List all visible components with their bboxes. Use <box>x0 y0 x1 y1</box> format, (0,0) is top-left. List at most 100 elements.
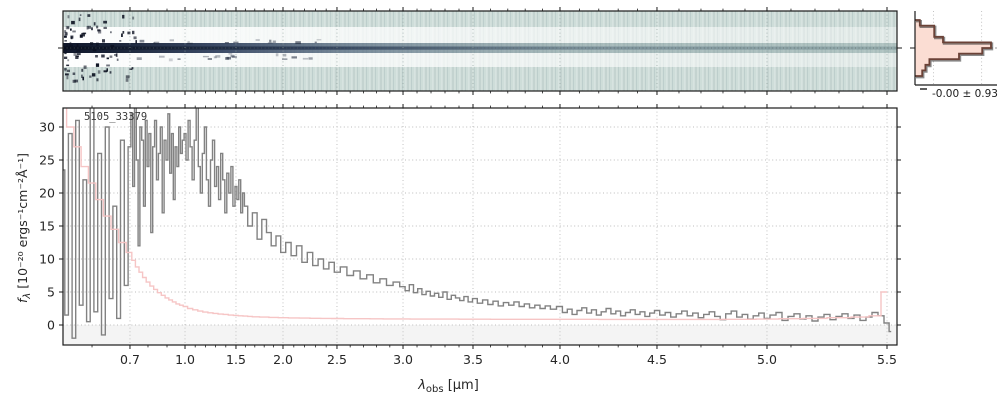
heatmap-speckle <box>72 30 76 33</box>
heatmap-speckle <box>136 57 142 60</box>
heatmap-speckle <box>76 53 81 56</box>
x-axis-unit: [μm] <box>443 378 479 393</box>
heatmap-speckle <box>109 71 112 74</box>
heatmap-speckle <box>64 30 67 33</box>
heatmap-speckle <box>78 17 81 22</box>
heatmap-speckle <box>72 72 76 75</box>
residual-histogram-panel <box>910 11 997 90</box>
heatmap-speckle <box>96 25 99 29</box>
x-tick-label: 1.5 <box>226 352 246 367</box>
heatmap-speckle <box>168 58 173 62</box>
heatmap-speckle <box>69 41 72 44</box>
heatmap-speckle <box>65 32 68 36</box>
heatmap-speckle <box>132 16 135 20</box>
heatmap-speckle <box>66 69 70 72</box>
x-axis-subscript: obs <box>425 384 444 395</box>
heatmap-speckle <box>316 39 322 41</box>
heatmap-speckle <box>92 48 97 52</box>
heatmap-speckle <box>74 79 78 83</box>
y-tick-label: 15 <box>39 219 55 234</box>
heatmap-speckle <box>125 75 130 79</box>
heatmap-speckle <box>81 32 85 37</box>
heatmap-speckle <box>90 42 94 46</box>
heatmap-speckle <box>66 44 68 48</box>
heatmap-speckle <box>225 57 229 60</box>
y-tick-label: 25 <box>39 153 55 168</box>
heatmap-speckle <box>79 14 82 16</box>
heatmap-speckle <box>159 55 165 58</box>
heatmap-speckle <box>228 53 233 55</box>
below-zero-shading <box>63 325 897 345</box>
heatmap-speckle <box>153 42 156 44</box>
heatmap-speckle <box>114 54 117 56</box>
y-tick-label: 20 <box>39 186 55 201</box>
heatmap-speckle <box>255 39 260 41</box>
heatmap-speckle <box>66 64 70 67</box>
heatmap-speckle <box>103 20 107 24</box>
heatmap-speckle <box>80 34 82 37</box>
heatmap-speckle <box>132 30 135 35</box>
heatmap-speckle <box>125 78 129 82</box>
heatmap-speckle <box>230 54 235 58</box>
heatmap-speckle <box>64 40 67 42</box>
heatmap-speckle <box>119 40 122 42</box>
heatmap-trace-core <box>63 46 897 50</box>
heatmap-speckle <box>207 58 212 60</box>
heatmap-speckle <box>275 53 279 57</box>
heatmap-speckle <box>67 59 70 62</box>
heatmap-speckle <box>282 53 287 57</box>
y-axis-subscript: λ <box>22 292 33 299</box>
heatmap-speckle <box>81 68 84 72</box>
y-tick-label: 10 <box>39 252 55 267</box>
object-id-label: 5105_33379 <box>84 111 148 123</box>
heatmap-speckle <box>87 14 91 17</box>
heatmap-speckle <box>224 42 229 44</box>
heatmap-speckle <box>64 49 67 52</box>
heatmap-speckle <box>213 56 217 59</box>
spectra-clip-group <box>63 108 892 339</box>
heatmap-speckle <box>131 67 134 70</box>
heatmap-speckle <box>314 41 317 44</box>
heatmap-speckle <box>73 52 77 56</box>
heatmap-speckle <box>95 63 100 67</box>
heatmap-speckle <box>89 75 92 78</box>
heatmap-speckle <box>106 57 109 60</box>
heatmap-speckle <box>308 57 313 60</box>
flux-spectrum-line <box>63 108 892 339</box>
x-tick-label: 2.5 <box>327 352 347 367</box>
heatmap-speckle <box>97 70 101 74</box>
heatmap-speckle <box>121 33 123 37</box>
uncertainty-spectrum-line <box>65 108 887 321</box>
heatmap-speckle <box>70 44 73 47</box>
heatmap-speckle <box>65 73 69 76</box>
heatmap-speckle <box>70 28 72 31</box>
heatmap-speckle <box>86 25 89 30</box>
heatmap-speckle <box>64 35 67 38</box>
heatmap-speckle <box>106 68 108 72</box>
hist-outline-shadow <box>916 20 994 79</box>
heatmap-speckle <box>68 44 71 47</box>
heatmap-speckle <box>231 56 237 58</box>
heatmap-speckle <box>102 39 105 43</box>
heatmap-speckle <box>127 31 131 35</box>
heatmap-speckle <box>81 74 83 78</box>
heatmap-speckle <box>269 39 272 43</box>
heatmap-speckle <box>96 42 99 46</box>
heatmap-speckle <box>76 49 81 53</box>
heatmap-speckle <box>267 42 273 44</box>
spectrum-2d-panel <box>58 7 902 95</box>
heatmap-border <box>62 10 898 92</box>
x-tick-label: 3.5 <box>463 352 483 367</box>
heatmap-speckle <box>202 55 209 58</box>
heatmap-speckle <box>291 56 297 59</box>
x-tick-label: 1.0 <box>175 352 195 367</box>
heatmap-speckle <box>67 15 70 19</box>
heatmap-speckle <box>110 31 112 34</box>
heatmap-speckle <box>122 31 125 34</box>
heatmap-speckle <box>82 76 84 81</box>
x-tick-label: 4.0 <box>550 352 570 367</box>
heatmap-speckle <box>187 40 190 43</box>
x-tick-label: 2.0 <box>273 352 293 367</box>
